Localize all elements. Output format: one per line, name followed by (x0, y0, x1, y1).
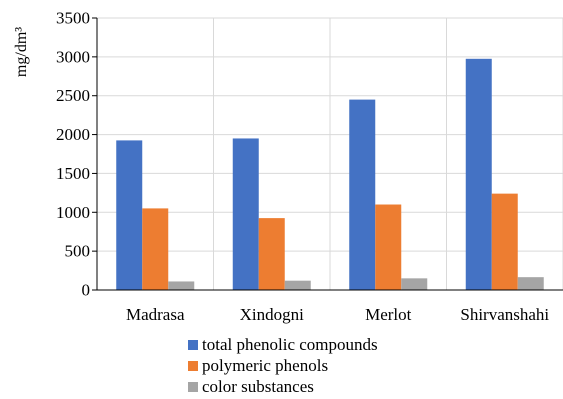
y-tick-label: 3500 (56, 9, 90, 28)
x-tick-label: Madrasa (126, 305, 185, 324)
legend-label: total phenolic compounds (202, 334, 378, 354)
bar (142, 208, 169, 290)
y-axis-label: mg/dm³ (13, 27, 30, 77)
bars (116, 58, 544, 290)
legend-swatch (188, 360, 198, 371)
legend: total phenolic compounds polymeric phenol… (188, 334, 378, 397)
legend-item: polymeric phenols (188, 355, 378, 376)
legend-label: color substances (202, 376, 314, 396)
x-tick-label: Xindogni (240, 305, 305, 324)
y-tick-label: 2000 (56, 125, 90, 144)
grid-lines (96, 17, 563, 291)
bar (401, 278, 428, 290)
legend-item: color substances (188, 376, 378, 397)
bar (116, 140, 143, 290)
y-tick-label: 1500 (56, 164, 90, 183)
bar (491, 193, 518, 290)
bar (517, 277, 544, 290)
y-tick-label: 500 (65, 242, 91, 261)
legend-label: polymeric phenols (202, 355, 329, 375)
bar (168, 281, 195, 290)
bar (258, 218, 285, 290)
legend-swatch (188, 339, 198, 350)
y-tick-label: 0 (82, 281, 91, 300)
y-tick-label: 1000 (56, 203, 90, 222)
y-tick-label: 2500 (56, 86, 90, 105)
x-tick-label: Shirvanshahi (460, 305, 549, 324)
bar (349, 99, 376, 290)
legend-item: total phenolic compounds (188, 334, 378, 355)
y-tick-label: 3000 (56, 47, 90, 66)
bar (284, 280, 311, 290)
bar (465, 58, 492, 290)
bar (375, 204, 402, 290)
legend-swatch (188, 381, 198, 392)
axes: 0 500 1000 1500 2000 2500 3000 3500 Madrasa Xindo… (56, 9, 563, 324)
bar (232, 138, 259, 290)
x-tick-label: Merlot (365, 305, 412, 324)
